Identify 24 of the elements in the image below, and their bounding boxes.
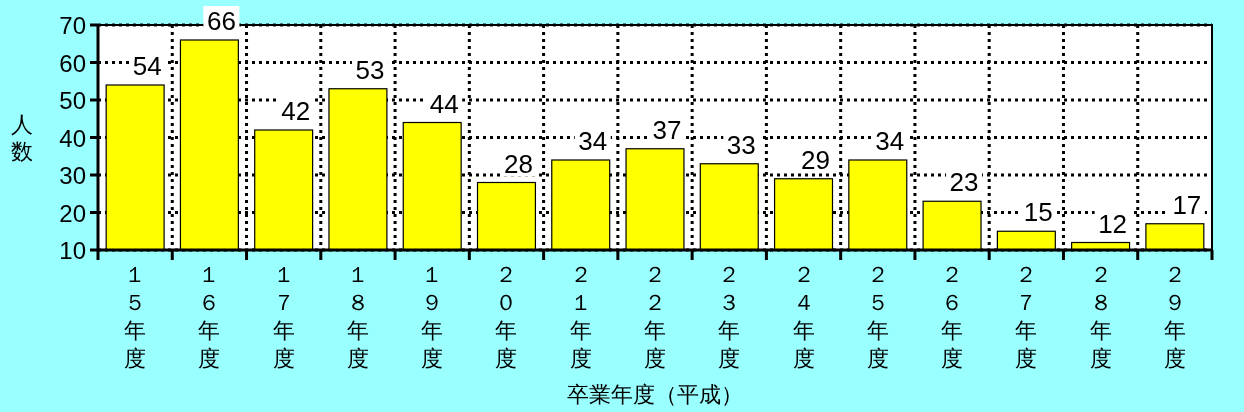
data-label: 33 [726,129,756,160]
data-label: 44 [429,88,459,119]
y-tick-label: 50 [59,87,86,114]
ylabel: 人数 [11,112,33,164]
data-label: 53 [355,54,385,85]
y-tick-label: 30 [59,162,86,189]
y-tick-label: 40 [59,124,86,152]
xlabel: 卒業年度（平成） [567,382,743,407]
y-tick-label: 20 [59,199,86,227]
data-label: 34 [875,126,905,156]
data-label: 66 [206,6,236,36]
data-label: 37 [652,114,682,145]
data-label: 34 [578,126,608,156]
data-label: 12 [1098,208,1128,239]
y-tick-label: 70 [59,12,86,39]
data-label: 17 [1172,189,1202,220]
data-label: 29 [801,144,830,175]
y-tick-label: 60 [59,49,86,77]
data-label: 54 [132,51,162,81]
data-label: 15 [1023,197,1053,228]
y-tick-label: 10 [59,237,86,264]
data-label: 42 [281,96,311,126]
data-label: 23 [949,167,979,198]
data-label: 28 [504,148,533,179]
